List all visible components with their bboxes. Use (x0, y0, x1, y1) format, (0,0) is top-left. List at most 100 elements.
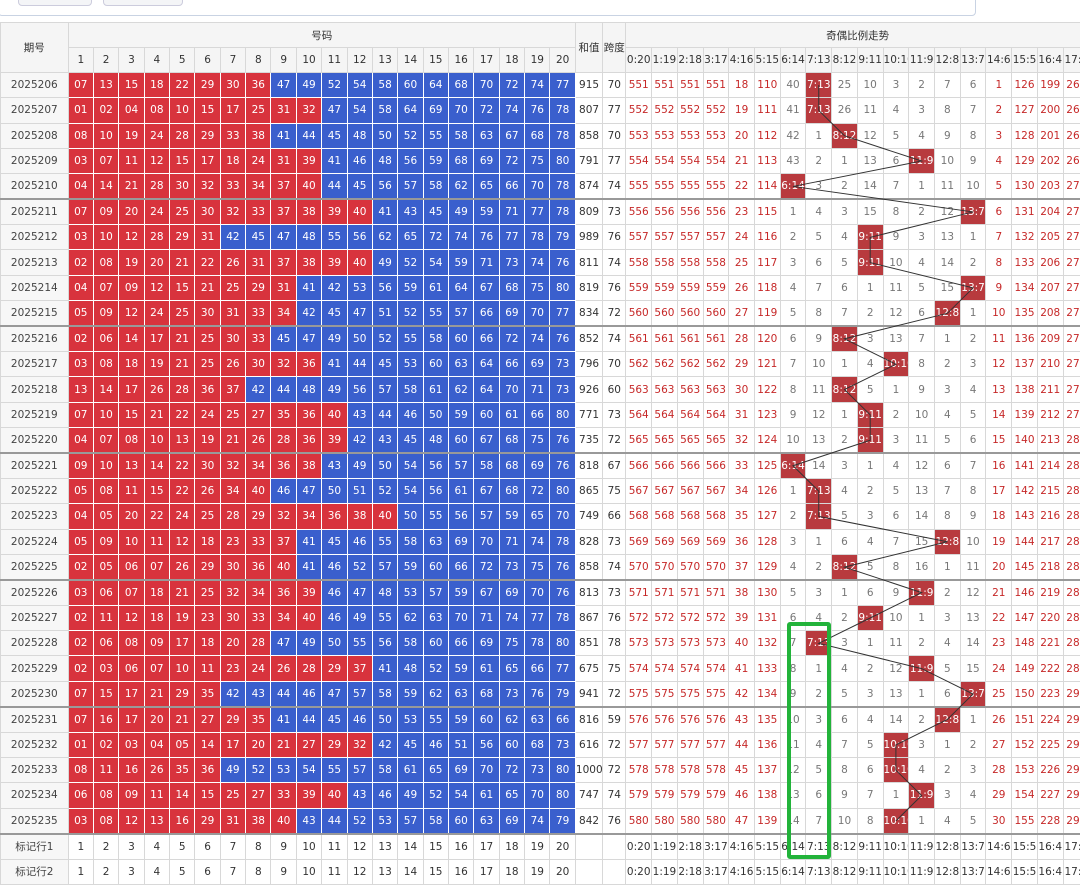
number-cell: 74 (447, 224, 475, 251)
period-cell: 2025231 (0, 705, 69, 733)
trend-cell: 7 (882, 528, 910, 555)
highlight-box (787, 622, 831, 859)
number-cell: 36 (270, 451, 297, 479)
number-cell: 14 (118, 325, 145, 353)
number-cell: 17 (219, 97, 247, 124)
trend-cell: 3 (908, 224, 935, 251)
trend-cell: 285 (1062, 553, 1080, 581)
number-cell: 41 (295, 528, 323, 555)
number-cell: 13 (143, 807, 171, 835)
number-cell: 80 (549, 757, 576, 784)
number-cell: 25 (219, 782, 247, 809)
number-cell: 68 (524, 731, 551, 759)
number-cell: 05 (169, 731, 196, 759)
footer-cell: 14:6 (985, 858, 1013, 885)
number-cell: 74 (524, 528, 551, 555)
number-cell: 76 (549, 553, 576, 581)
trend-cell: 139 (1011, 401, 1038, 428)
number-cell: 33 (219, 173, 247, 200)
number-cell: 43 (295, 807, 323, 835)
number-cell: 49 (397, 782, 424, 809)
number-cell: 47 (321, 680, 348, 708)
sum-cell: 858 (574, 122, 604, 149)
trend-cell: 6 (959, 71, 987, 99)
trend-cell: 25 (985, 680, 1013, 708)
number-cell: 74 (524, 325, 551, 353)
number-cell: 39 (321, 198, 348, 226)
trend-cell: 566 (625, 451, 653, 479)
trend-cell: 8 (882, 553, 910, 581)
trend-cell: 563 (702, 376, 730, 403)
footer-cell: 19 (524, 858, 551, 885)
trend-cell: 11 (882, 630, 910, 657)
number-cell: 48 (397, 655, 424, 682)
trend-cell: 267 (1062, 97, 1080, 124)
header-cell: 20 (549, 47, 576, 73)
number-cell: 58 (422, 173, 450, 200)
number-cell: 24 (169, 503, 196, 530)
number-cell: 59 (397, 680, 424, 708)
sum-cell: 771 (574, 401, 604, 428)
trend-cell: 228 (1036, 807, 1064, 835)
trend-cell: 563 (651, 376, 678, 403)
number-cell: 46 (422, 731, 450, 759)
period-cell: 2025214 (0, 274, 69, 302)
number-cell: 25 (169, 198, 196, 226)
button[interactable] (103, 0, 183, 6)
period-cell: 2025211 (0, 198, 69, 226)
number-cell: 30 (219, 604, 247, 632)
number-cell: 12 (118, 224, 145, 251)
footer-cell: 6:14 (779, 858, 807, 885)
trend-cell: 269 (1062, 147, 1080, 175)
number-cell: 09 (143, 630, 171, 657)
trend-cell: 3 (805, 578, 833, 606)
trend-cell: 571 (651, 578, 678, 606)
trend-cell: 3 (805, 173, 833, 200)
data-row: 2025221 09 10 13 14 22 30 32 34 36 38 43 49 50 54 56 57 5… (0, 451, 1080, 479)
header-cell: 19 (524, 47, 551, 73)
trend-cell: 5 (882, 477, 910, 505)
number-cell: 56 (371, 630, 399, 657)
number-cell: 17 (169, 630, 196, 657)
trend-cell: 127 (1011, 97, 1038, 124)
trend-cell: 565 (651, 426, 678, 454)
trend-cell: 134 (1011, 274, 1038, 302)
number-cell: 14 (194, 731, 221, 759)
trend-cell: 218 (1036, 553, 1064, 581)
trend-cell: 573 (702, 630, 730, 657)
trend-cell: 8 (805, 300, 833, 327)
trend-cell: 4 (908, 757, 935, 784)
span-cell: 72 (602, 757, 627, 784)
period-cell: 2025230 (0, 680, 69, 708)
trend-cell: 138 (1011, 376, 1038, 403)
number-cell: 40 (321, 401, 348, 428)
number-cell: 57 (473, 503, 500, 530)
trend-cell: 206 (1036, 249, 1064, 276)
number-cell: 73 (549, 376, 576, 403)
trend-cell: 3 (933, 604, 961, 632)
period-cell: 2025215 (0, 300, 69, 327)
trend-cell: 12 (882, 300, 910, 327)
button[interactable] (18, 0, 92, 6)
sum-cell: 926 (574, 376, 604, 403)
trend-cell: 6 (831, 705, 858, 733)
number-cell: 30 (219, 553, 247, 581)
trend-cell: 4 (959, 782, 987, 809)
trend-cell: 9:11 (856, 604, 884, 632)
number-cell: 44 (270, 680, 297, 708)
trend-cell: 1 (908, 604, 935, 632)
period-cell: 2025233 (0, 757, 69, 784)
trend-cell: 2 (856, 300, 884, 327)
trend-cell: 15 (908, 528, 935, 555)
number-cell: 03 (67, 147, 94, 175)
trend-cell: 573 (651, 630, 678, 657)
number-cell: 42 (219, 680, 247, 708)
number-cell: 69 (473, 630, 500, 657)
trend-cell: 130 (753, 578, 781, 606)
footer-cell: 2:18 (676, 832, 704, 860)
number-cell: 50 (371, 122, 399, 149)
number-cell: 20 (219, 630, 247, 657)
number-cell: 34 (219, 477, 247, 505)
data-row: 2025224 05 09 10 11 12 18 23 33 37 41 45 46 55 58 63 69 7… (0, 528, 1080, 555)
trend-cell: 576 (625, 705, 653, 733)
